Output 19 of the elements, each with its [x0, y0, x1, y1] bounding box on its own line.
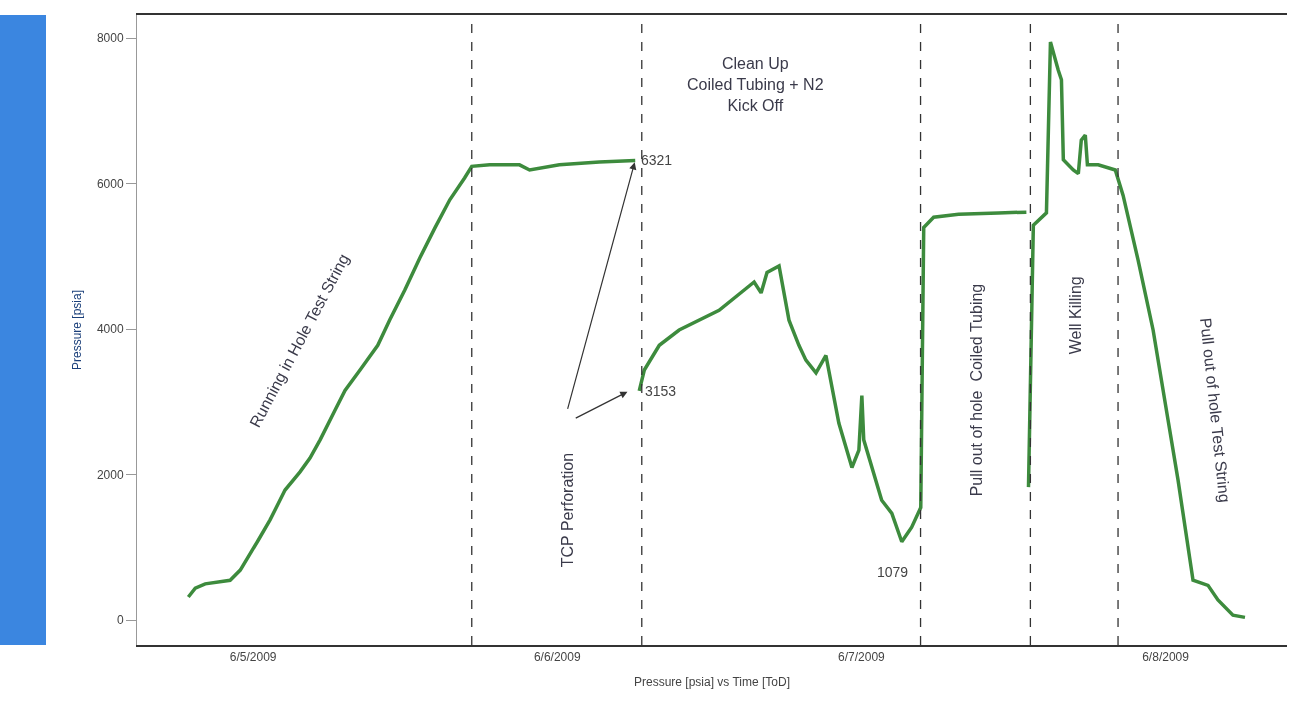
y-tick-label: 4000	[96, 322, 124, 337]
annotation: TCP Perforation	[558, 452, 576, 568]
x-tick-label: 6/6/2009	[533, 650, 581, 665]
y-tick-label: 2000	[96, 467, 124, 482]
annotation: 3153	[645, 383, 677, 399]
y-tick-label: 6000	[96, 176, 124, 191]
x-axis-title: Pressure [psia] vs Time [ToD]	[633, 674, 791, 689]
x-tick-label: 6/8/2009	[1142, 650, 1190, 665]
annotation: Clean Up Coiled Tubing + N2 Kick Off	[687, 55, 824, 114]
y-tick-label: 8000	[96, 31, 124, 46]
x-tick-label: 6/5/2009	[229, 650, 277, 665]
x-tick-label: 6/7/2009	[838, 650, 886, 665]
annotation: 6321	[641, 152, 673, 168]
annotation: 1079	[877, 564, 909, 580]
annotation: Pull out of hole Coiled Tubing	[967, 283, 985, 497]
annotation: Well Killing	[1066, 276, 1084, 355]
y-tick-label: 0	[116, 613, 124, 628]
y-axis-title: Pressure [psia]	[70, 289, 85, 371]
annotation: Pull out of hole Test String	[1197, 316, 1234, 504]
